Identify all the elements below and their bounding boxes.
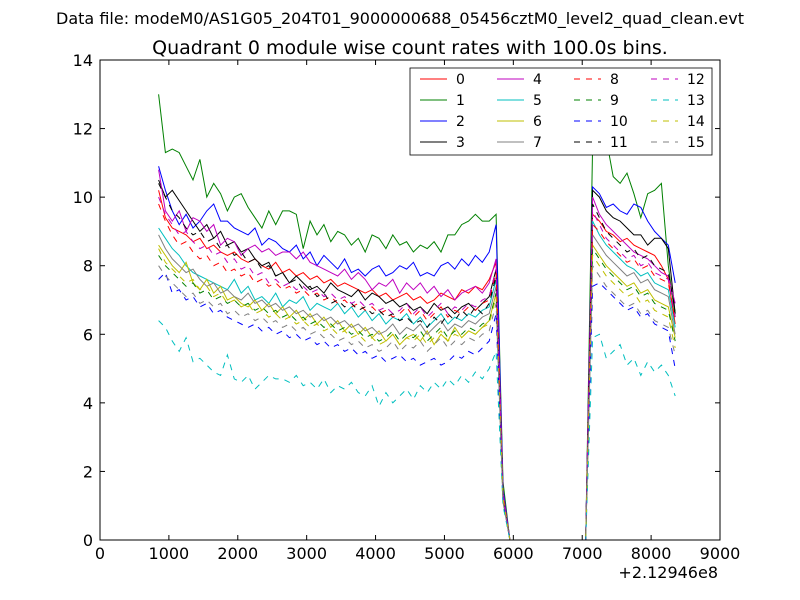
legend-label-4: 4 <box>533 72 542 88</box>
legend-label-6: 6 <box>533 114 542 130</box>
x-tick-label: 1000 <box>149 544 190 563</box>
figure-suptitle: Data file: modeM0/AS1G05_204T01_90000006… <box>56 9 744 29</box>
y-tick-label: 2 <box>83 462 93 481</box>
x-tick-label: 3000 <box>286 544 327 563</box>
legend-label-5: 5 <box>533 93 542 109</box>
x-tick-label: 7000 <box>562 544 603 563</box>
y-tick-label: 4 <box>83 394 93 413</box>
series-line-12 <box>158 196 676 541</box>
series-line-8 <box>158 203 676 541</box>
series-line-15 <box>158 264 676 541</box>
x-offset-label: +2.12946e8 <box>618 563 718 582</box>
y-tick-label: 8 <box>83 257 93 276</box>
x-tick-label: 2000 <box>217 544 258 563</box>
x-tick-label: 0 <box>95 544 105 563</box>
legend-label-11: 11 <box>610 135 628 151</box>
chart-title: Quadrant 0 module wise count rates with … <box>152 37 668 59</box>
axes-frame <box>99 59 721 541</box>
legend-label-12: 12 <box>687 72 705 88</box>
legend-label-3: 3 <box>456 135 465 151</box>
legend-label-15: 15 <box>687 135 705 151</box>
legend-label-1: 1 <box>456 93 465 109</box>
legend-label-9: 9 <box>610 93 619 109</box>
legend-label-14: 14 <box>687 114 705 130</box>
legend-frame <box>409 67 713 156</box>
y-tick-label: 10 <box>73 188 93 207</box>
legend-label-13: 13 <box>687 93 705 109</box>
series-line-13 <box>158 320 676 541</box>
y-tick-label: 12 <box>73 120 93 139</box>
legend-label-10: 10 <box>610 114 628 130</box>
legend-label-2: 2 <box>456 114 465 130</box>
series-layer <box>158 94 676 541</box>
ticks-layer: 0 1000 2000 3000 4000 5000 6000 7000 8000 9000 0 2 4… <box>73 51 741 563</box>
series-line-14 <box>158 248 676 541</box>
x-tick-label: 8000 <box>631 544 672 563</box>
legend-label-7: 7 <box>533 135 542 151</box>
y-tick-label: 14 <box>73 51 93 70</box>
x-tick-label: 5000 <box>424 544 465 563</box>
y-tick-label: 6 <box>83 325 93 344</box>
x-tick-label: 4000 <box>355 544 396 563</box>
legend-label-8: 8 <box>610 72 619 88</box>
x-tick-label: 6000 <box>493 544 534 563</box>
x-tick-label: 9000 <box>700 544 741 563</box>
y-tick-label: 0 <box>83 531 93 550</box>
legend-label-0: 0 <box>456 72 465 88</box>
